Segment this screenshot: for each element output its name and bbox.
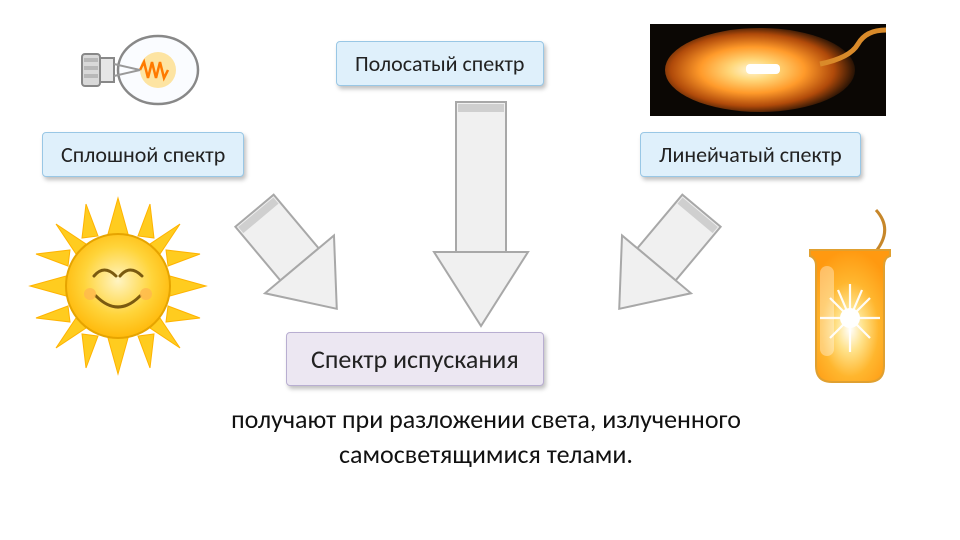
- spark-jar-icon: [780, 206, 920, 386]
- caption-line-2: самосветящимися телами.: [339, 438, 633, 470]
- caption-text: получают при разложении света, излученно…: [96, 402, 876, 472]
- sun-icon: [28, 196, 208, 376]
- arrow-left-icon: [210, 184, 380, 334]
- caption-line-1: получают при разложении света, излученно…: [231, 403, 741, 435]
- discharge-glow-icon: [650, 24, 886, 116]
- label-continuous-spectrum: Сплошной спектр: [42, 132, 244, 177]
- arrow-center-icon: [416, 94, 546, 334]
- lightbulb-icon: [80, 24, 200, 116]
- label-emission-spectrum: Спектр испускания: [286, 332, 544, 386]
- arrow-right-icon: [576, 184, 746, 334]
- label-line-spectrum: Линейчатый спектр: [640, 132, 861, 177]
- label-band-spectrum: Полосатый спектр: [336, 41, 544, 86]
